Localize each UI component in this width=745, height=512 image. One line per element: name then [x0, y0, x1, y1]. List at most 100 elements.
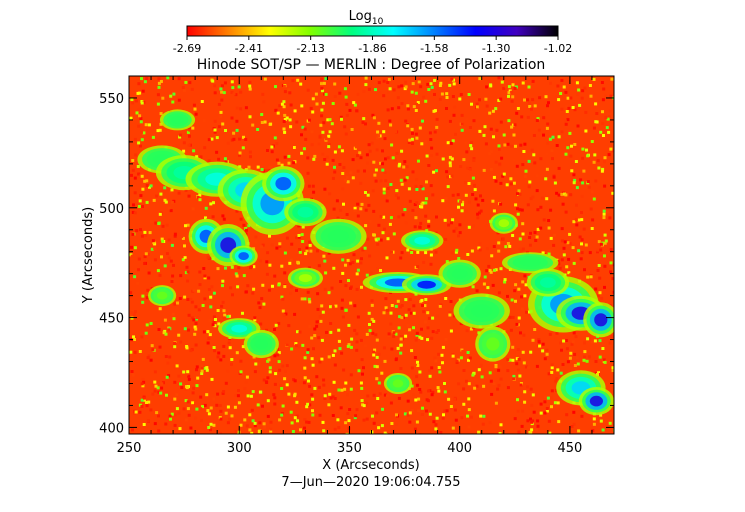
- noise-pixel: [428, 369, 431, 373]
- noise-pixel: [393, 158, 397, 162]
- x-tick-label: 300: [227, 441, 252, 456]
- noise-pixel: [467, 408, 471, 412]
- noise-pixel: [221, 122, 225, 126]
- noise-pixel: [156, 93, 160, 97]
- noise-pixel: [152, 241, 156, 245]
- noise-pixel: [304, 252, 308, 256]
- noise-pixel: [260, 245, 263, 249]
- noise-pixel: [394, 358, 398, 362]
- noise-pixel: [390, 304, 394, 307]
- noise-pixel: [561, 363, 565, 366]
- noise-pixel: [242, 135, 245, 139]
- noise-pixel: [209, 422, 213, 426]
- noise-pixel: [415, 331, 419, 335]
- noise-pixel: [328, 192, 332, 196]
- noise-pixel: [211, 79, 215, 83]
- noise-pixel: [601, 428, 605, 432]
- noise-pixel: [516, 409, 520, 413]
- noise-pixel: [344, 95, 348, 99]
- noise-pixel: [431, 193, 435, 197]
- noise-pixel: [280, 163, 284, 167]
- noise-pixel: [219, 115, 223, 119]
- noise-pixel: [329, 305, 332, 309]
- noise-pixel: [466, 166, 470, 170]
- noise-pixel: [209, 202, 213, 206]
- noise-pixel: [154, 221, 158, 225]
- noise-pixel: [406, 413, 410, 417]
- noise-pixel: [204, 216, 207, 220]
- noise-pixel: [406, 107, 410, 111]
- noise-pixel: [173, 397, 177, 401]
- noise-pixel: [311, 184, 315, 188]
- noise-pixel: [132, 203, 135, 207]
- noise-pixel: [248, 84, 252, 88]
- noise-pixel: [382, 79, 386, 83]
- noise-pixel: [140, 174, 144, 178]
- noise-pixel: [536, 117, 540, 121]
- noise-pixel: [284, 312, 288, 316]
- noise-pixel: [372, 393, 376, 397]
- noise-pixel: [523, 98, 526, 102]
- noise-pixel: [506, 369, 510, 373]
- noise-pixel: [295, 414, 299, 418]
- noise-pixel: [527, 159, 531, 163]
- noise-pixel: [609, 261, 613, 265]
- noise-pixel: [148, 231, 152, 235]
- noise-pixel: [157, 429, 161, 433]
- noise-pixel: [435, 314, 439, 318]
- noise-pixel: [404, 119, 408, 123]
- noise-pixel: [151, 392, 155, 396]
- noise-pixel: [593, 124, 597, 128]
- noise-pixel: [410, 349, 414, 353]
- noise-pixel: [592, 417, 596, 421]
- noise-pixel: [404, 334, 408, 338]
- noise-pixel: [495, 128, 499, 132]
- noise-pixel: [155, 411, 159, 415]
- noise-pixel: [232, 131, 236, 135]
- noise-pixel: [593, 339, 597, 343]
- noise-pixel: [503, 280, 507, 284]
- noise-pixel: [436, 386, 440, 390]
- noise-pixel: [135, 111, 139, 115]
- noise-pixel: [243, 418, 247, 422]
- noise-pixel: [563, 240, 567, 244]
- noise-pixel: [331, 158, 335, 162]
- noise-pixel: [190, 316, 194, 320]
- noise-pixel: [413, 427, 417, 431]
- noise-pixel: [416, 360, 419, 364]
- noise-pixel: [421, 406, 424, 410]
- noise-pixel: [529, 387, 533, 391]
- noise-pixel: [577, 249, 581, 253]
- noise-pixel: [166, 76, 170, 80]
- noise-pixel: [424, 251, 428, 255]
- noise-pixel: [556, 401, 560, 405]
- noise-pixel: [394, 130, 397, 134]
- noise-pixel: [288, 394, 292, 398]
- noise-pixel: [590, 140, 594, 143]
- noise-pixel: [529, 430, 533, 434]
- noise-pixel: [307, 379, 310, 383]
- polarization-feature: [327, 229, 349, 243]
- noise-pixel: [322, 121, 326, 125]
- noise-pixel: [146, 253, 150, 256]
- noise-pixel: [346, 393, 349, 397]
- noise-pixel: [562, 253, 566, 257]
- noise-pixel: [479, 363, 483, 367]
- noise-pixel: [313, 327, 317, 331]
- noise-pixel: [415, 333, 419, 337]
- noise-pixel: [403, 412, 407, 416]
- noise-pixel: [545, 352, 549, 356]
- noise-pixel: [478, 129, 482, 133]
- noise-pixel: [248, 428, 252, 432]
- noise-pixel: [318, 315, 322, 319]
- noise-pixel: [241, 345, 245, 349]
- noise-pixel: [170, 412, 174, 416]
- noise-pixel: [248, 413, 252, 417]
- polarization-feature: [156, 291, 168, 300]
- noise-pixel: [399, 343, 403, 347]
- noise-pixel: [137, 107, 141, 111]
- noise-pixel: [498, 162, 502, 166]
- noise-pixel: [211, 323, 215, 327]
- noise-pixel: [611, 369, 614, 372]
- noise-pixel: [238, 153, 241, 157]
